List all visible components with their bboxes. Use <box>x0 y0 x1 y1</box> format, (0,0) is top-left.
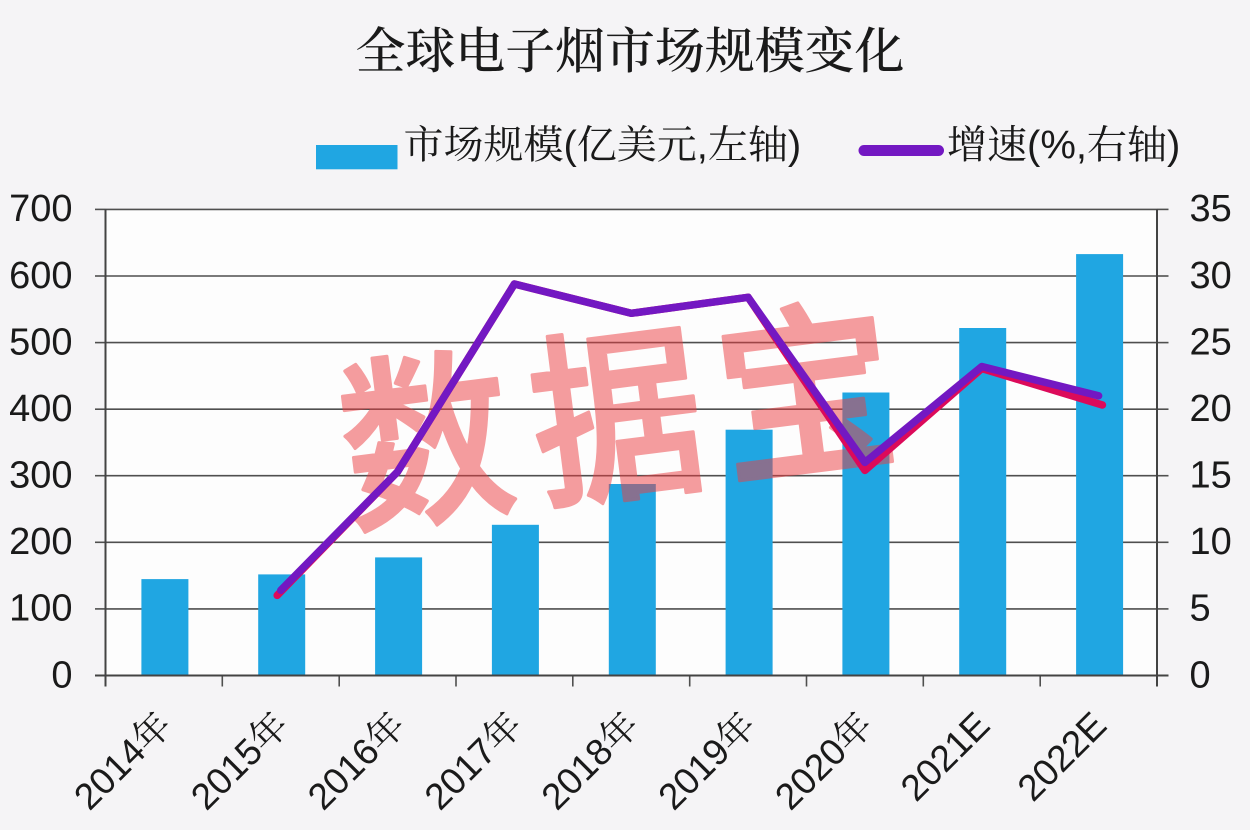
svg-text:): ) <box>1167 124 1180 168</box>
svg-text:500: 500 <box>9 321 72 363</box>
svg-text:35: 35 <box>1190 188 1232 230</box>
svg-text:700: 700 <box>9 188 72 230</box>
svg-text:(%,: (%, <box>1027 124 1087 168</box>
svg-text:(: ( <box>564 124 578 168</box>
svg-text:600: 600 <box>9 255 72 297</box>
svg-text:300: 300 <box>9 455 72 497</box>
svg-text:5: 5 <box>1190 588 1211 630</box>
svg-text:0: 0 <box>1190 654 1211 696</box>
svg-text:20: 20 <box>1190 388 1232 430</box>
svg-text:,: , <box>697 124 708 168</box>
svg-text:200: 200 <box>9 521 72 563</box>
svg-text:): ) <box>788 124 801 168</box>
svg-text:30: 30 <box>1190 255 1232 297</box>
svg-text:15: 15 <box>1190 455 1232 497</box>
svg-text:10: 10 <box>1190 521 1232 563</box>
svg-text:25: 25 <box>1190 321 1232 363</box>
svg-text:400: 400 <box>9 388 72 430</box>
svg-text:100: 100 <box>9 588 72 630</box>
svg-text:0: 0 <box>51 654 72 696</box>
